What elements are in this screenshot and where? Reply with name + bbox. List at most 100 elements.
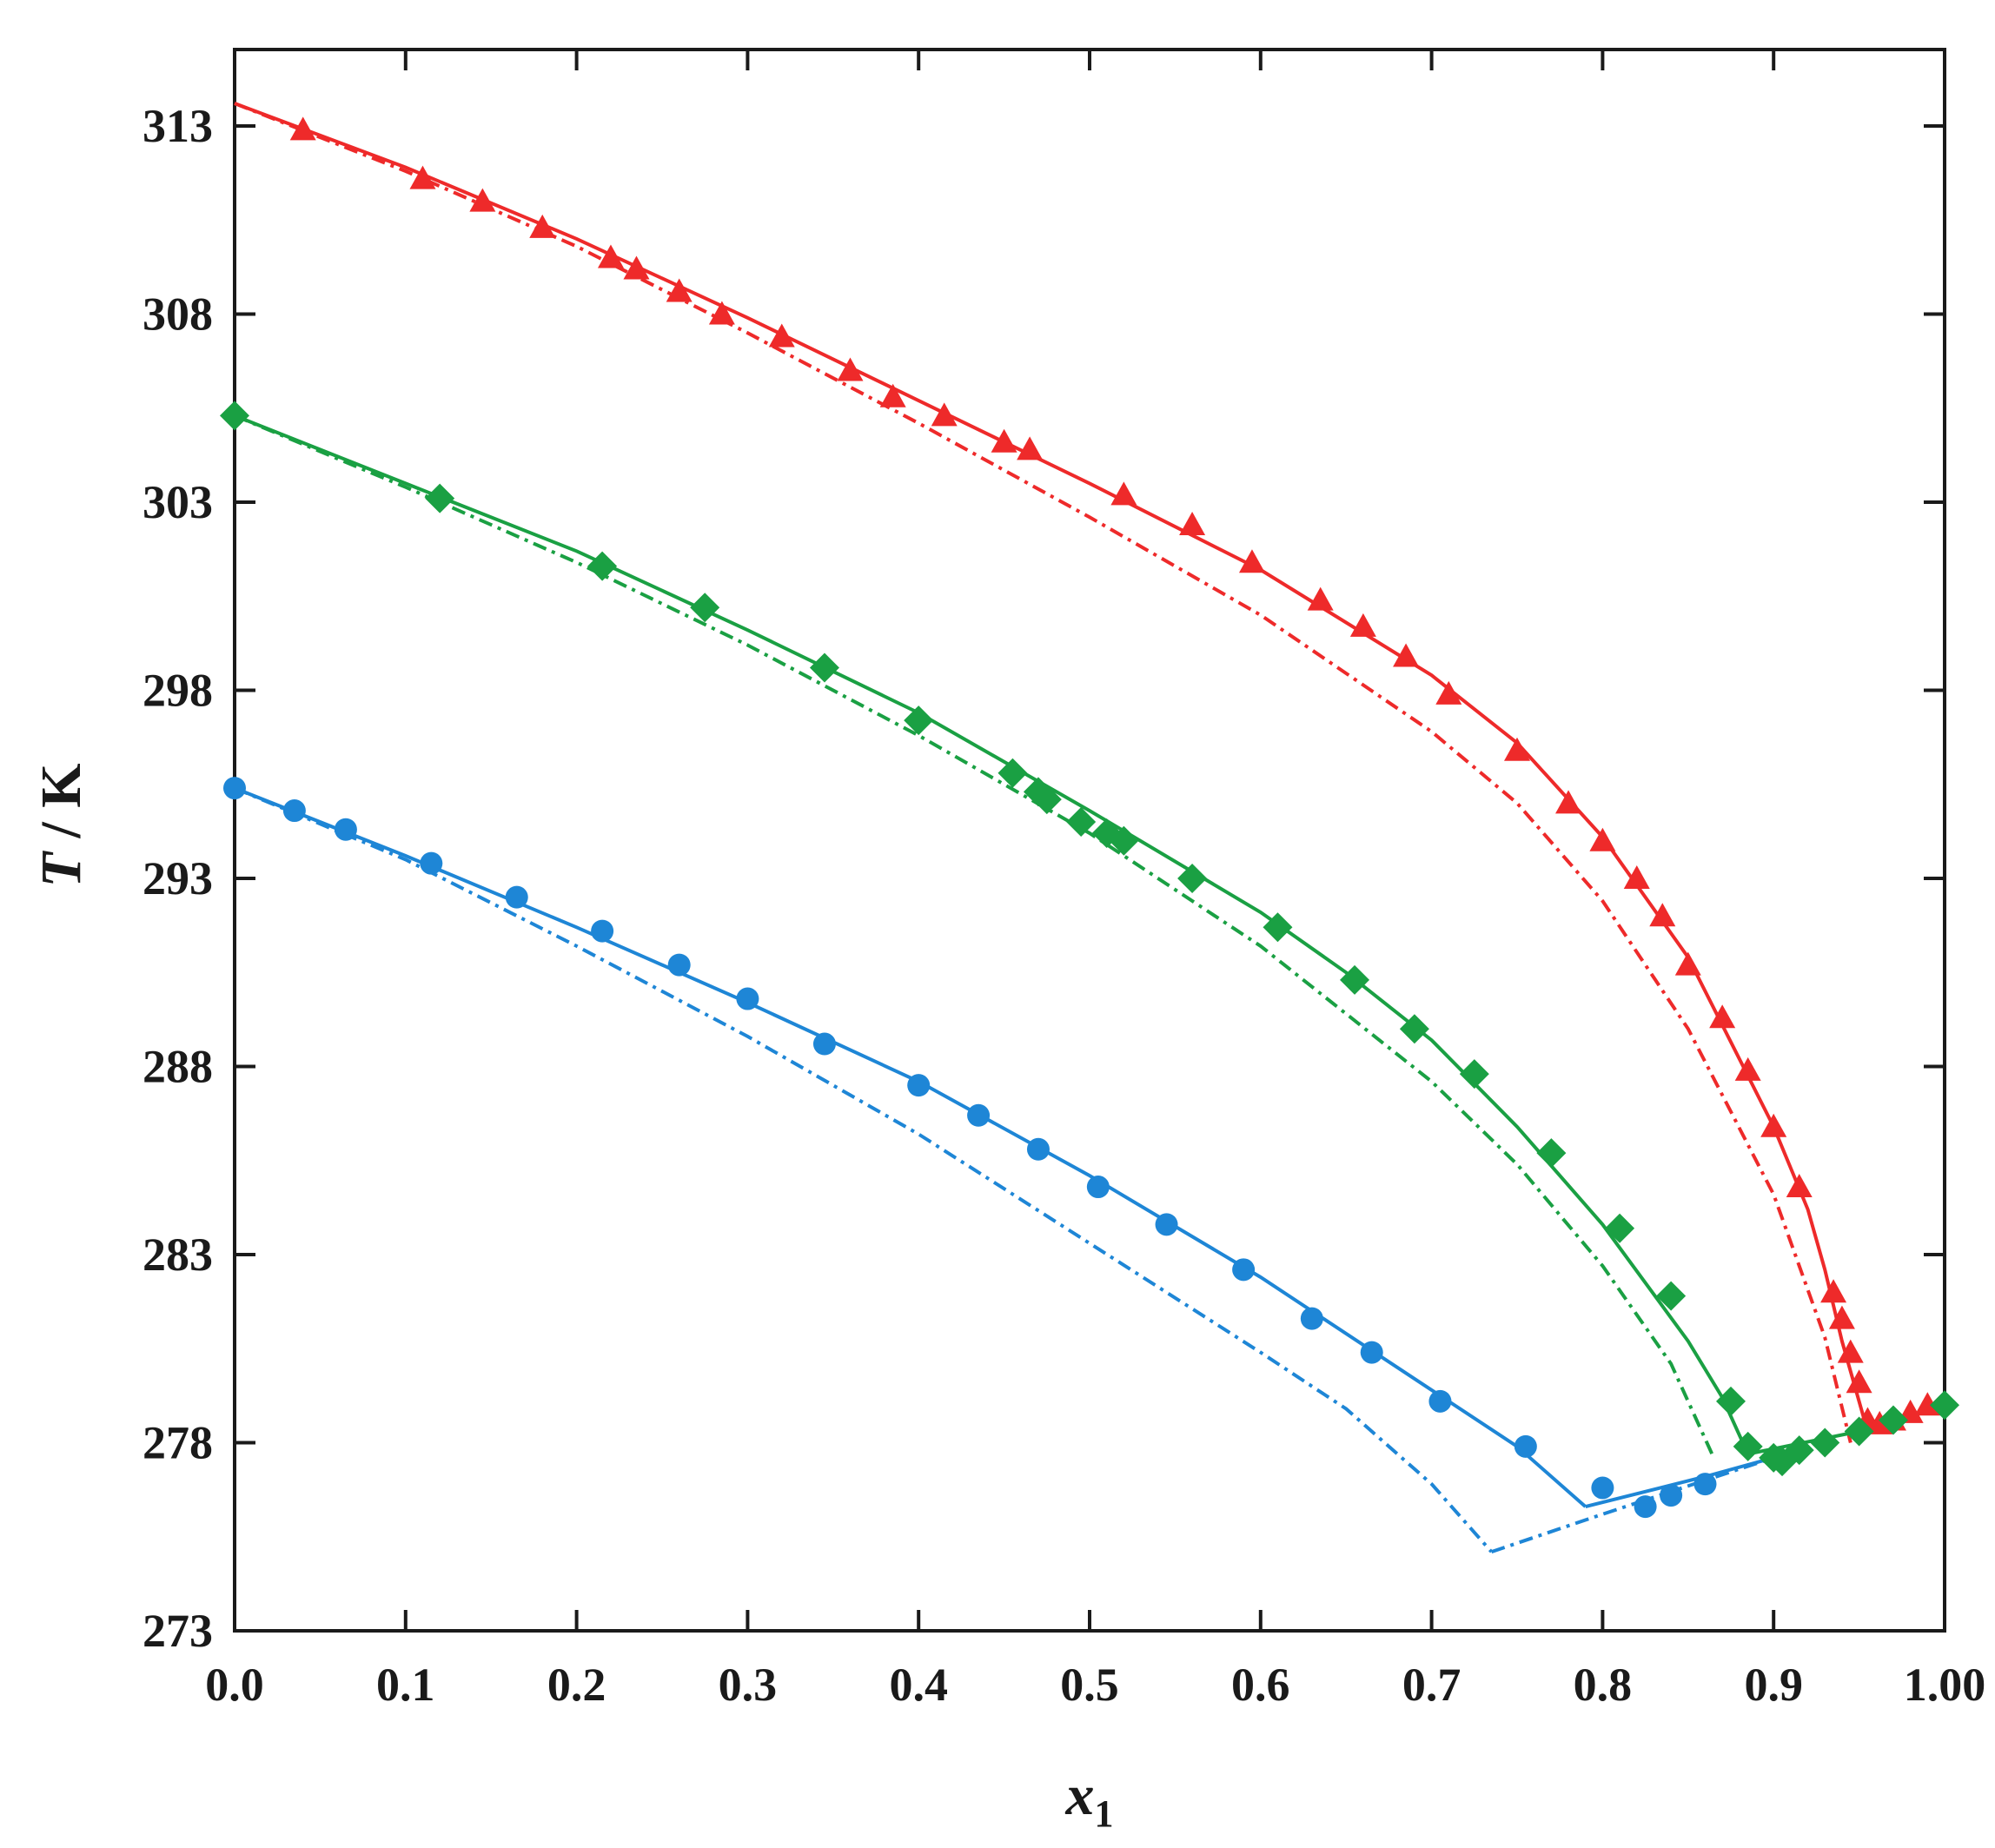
data-point-triangle: [1837, 1339, 1864, 1363]
x-tick-label: 0.4: [889, 1659, 948, 1711]
data-point-triangle: [1555, 790, 1582, 814]
y-tick-label: 288: [142, 1041, 213, 1093]
data-point-circle: [1514, 1434, 1537, 1458]
data-point-triangle: [991, 428, 1017, 453]
data-point-diamond: [1716, 1386, 1746, 1416]
data-point-triangle: [1828, 1305, 1855, 1329]
data-point-circle: [1660, 1484, 1683, 1507]
data-point-diamond: [1844, 1416, 1874, 1447]
data-point-circle: [967, 1103, 991, 1127]
data-point-diamond: [904, 705, 934, 736]
model-curve-dashed: [234, 102, 1852, 1443]
x-tick-label: 0.5: [1060, 1659, 1119, 1711]
data-point-diamond: [1878, 1405, 1908, 1435]
data-point-triangle: [708, 301, 735, 325]
data-point-triangle: [1820, 1279, 1847, 1303]
data-point-circle: [1232, 1258, 1256, 1282]
data-point-triangle: [879, 383, 906, 407]
data-point-triangle: [1589, 827, 1616, 851]
data-point-triangle: [1709, 1004, 1736, 1029]
data-point-triangle: [529, 214, 556, 238]
data-point-diamond: [1109, 825, 1139, 856]
data-point-triangle: [931, 402, 958, 427]
x-tick-label: 0.2: [547, 1659, 606, 1711]
data-point-diamond: [1733, 1431, 1763, 1461]
data-point-triangle: [623, 255, 650, 280]
x-tick-label: 1.00: [1904, 1659, 1986, 1711]
x-tick-label: 0.9: [1744, 1659, 1803, 1711]
model-curve-solid: [234, 414, 1750, 1455]
model-curve-solid: [234, 786, 1587, 1508]
data-point-circle: [282, 799, 306, 823]
plot-frame: [233, 48, 1946, 1633]
data-point-diamond: [1930, 1390, 1959, 1421]
data-point-circle: [907, 1074, 931, 1097]
data-point-circle: [736, 987, 759, 1010]
data-point-circle: [667, 953, 691, 977]
data-point-circle: [1693, 1473, 1717, 1496]
data-point-circle: [1428, 1389, 1452, 1413]
data-point-circle: [1634, 1495, 1657, 1519]
y-tick-label: 273: [142, 1605, 213, 1657]
data-point-circle: [1300, 1307, 1323, 1330]
data-point-diamond: [1263, 912, 1293, 943]
x-tick-label: 0.0: [205, 1659, 264, 1711]
data-point-diamond: [1656, 1281, 1687, 1311]
y-tick-label: 283: [142, 1229, 213, 1281]
y-tick-label: 278: [142, 1417, 213, 1469]
data-point-circle: [223, 777, 246, 800]
y-tick-label: 303: [142, 476, 213, 528]
y-tick-label: 293: [142, 852, 213, 904]
data-point-triangle: [1393, 643, 1420, 667]
data-point-triangle: [1179, 511, 1206, 535]
data-point-circle: [1155, 1213, 1178, 1236]
data-point-diamond: [1177, 864, 1208, 893]
data-point-triangle: [1649, 903, 1676, 927]
data-point-diamond: [425, 483, 455, 513]
data-point-diamond: [1536, 1138, 1567, 1169]
data-point-diamond: [587, 551, 618, 581]
data-point-triangle: [597, 244, 624, 268]
data-point-triangle: [1914, 1392, 1941, 1416]
data-point-triangle: [1760, 1113, 1787, 1137]
data-point-triangle: [837, 357, 864, 381]
data-point-circle: [420, 851, 443, 875]
x-axis-title: x1: [1065, 1764, 1114, 1835]
model-curve-solid: [234, 102, 1870, 1433]
data-point-triangle: [469, 188, 496, 212]
data-point-triangle: [1307, 586, 1334, 611]
data-point-diamond: [220, 401, 249, 431]
data-point-triangle: [1846, 1369, 1872, 1394]
data-point-circle: [1026, 1137, 1050, 1161]
plot-area: [233, 48, 1946, 1633]
data-point-diamond: [1066, 807, 1097, 838]
data-point-diamond: [809, 652, 839, 683]
data-point-diamond: [1031, 785, 1062, 815]
data-point-diamond: [1784, 1435, 1814, 1466]
data-point-circle: [1591, 1476, 1614, 1500]
data-point-circle: [812, 1032, 836, 1056]
data-point-triangle: [1349, 613, 1376, 637]
data-point-triangle: [1435, 680, 1462, 705]
axis-ticks: [233, 50, 1946, 1633]
data-point-triangle: [1017, 436, 1044, 460]
x-tick-label: 0.8: [1574, 1659, 1633, 1711]
y-tick-label: 298: [142, 665, 213, 717]
data-point-diamond: [1399, 1014, 1429, 1044]
y-tick-label: 313: [142, 100, 213, 152]
experimental-points: [220, 116, 1959, 1519]
x-tick-label: 0.6: [1231, 1659, 1290, 1711]
axis-tick-labels: 0.0 0.1 0.2 0.3 0.4 0.5 0.6 0.7 0.8 0.9 1.00 273 278…: [142, 100, 1985, 1711]
model-curve-dashed: [234, 786, 1493, 1553]
data-point-diamond: [1605, 1213, 1635, 1243]
data-point-circle: [1086, 1176, 1110, 1199]
data-point-triangle: [768, 323, 795, 348]
data-point-triangle: [1674, 951, 1701, 976]
data-point-circle: [334, 818, 357, 841]
data-point-triangle: [1504, 737, 1530, 761]
data-point-diamond: [1340, 964, 1370, 995]
eutectic-line: [1490, 1455, 1774, 1553]
data-point-circle: [505, 885, 528, 909]
x-tick-label: 0.3: [719, 1659, 778, 1711]
data-point-diamond: [1459, 1059, 1489, 1090]
